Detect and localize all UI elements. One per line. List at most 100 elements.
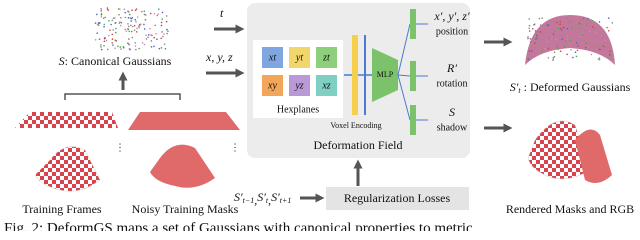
point bbox=[129, 48, 131, 51]
term-sep: , bbox=[268, 193, 271, 207]
training-frames-label: Training Frames bbox=[22, 202, 102, 216]
point bbox=[112, 44, 114, 46]
point bbox=[96, 23, 99, 26]
point bbox=[100, 13, 103, 15]
point bbox=[120, 16, 122, 19]
point bbox=[100, 10, 103, 12]
point bbox=[161, 18, 164, 20]
point bbox=[157, 13, 160, 15]
point bbox=[593, 27, 596, 30]
point bbox=[111, 33, 114, 36]
point bbox=[566, 38, 568, 41]
point bbox=[167, 30, 169, 33]
point bbox=[529, 40, 532, 43]
point bbox=[147, 34, 150, 36]
point bbox=[127, 10, 129, 13]
point bbox=[104, 36, 106, 39]
point bbox=[604, 39, 607, 42]
point bbox=[136, 16, 139, 18]
point bbox=[134, 45, 137, 47]
point bbox=[161, 11, 164, 14]
point bbox=[585, 42, 588, 44]
term-symbol: S′ bbox=[257, 190, 266, 204]
point bbox=[527, 37, 529, 40]
point bbox=[527, 58, 530, 60]
point bbox=[607, 29, 610, 32]
point bbox=[528, 27, 530, 30]
point bbox=[591, 25, 594, 28]
point bbox=[528, 30, 531, 32]
point bbox=[556, 46, 559, 49]
point bbox=[94, 38, 97, 41]
point bbox=[111, 38, 114, 40]
regularization-terms: S′t−1,S′t,S′t+1 bbox=[234, 190, 291, 207]
point bbox=[562, 26, 565, 29]
point bbox=[574, 51, 577, 54]
point bbox=[141, 42, 144, 44]
point bbox=[103, 23, 106, 26]
plane-label: xz bbox=[321, 80, 330, 91]
point bbox=[163, 33, 165, 35]
point bbox=[153, 12, 156, 15]
output-label: rotation bbox=[436, 78, 467, 89]
dots: ⋮ bbox=[230, 142, 240, 153]
point bbox=[557, 48, 560, 50]
point bbox=[115, 27, 117, 30]
point bbox=[143, 13, 146, 16]
output-symbol: R′ bbox=[446, 61, 457, 75]
point bbox=[120, 48, 122, 50]
point bbox=[552, 33, 555, 36]
mlp-label: MLP bbox=[377, 70, 394, 79]
point bbox=[566, 53, 568, 56]
point bbox=[546, 40, 549, 43]
voxel-encoding-label: Voxel Encoding bbox=[330, 121, 381, 130]
point bbox=[534, 32, 537, 34]
point bbox=[604, 46, 606, 48]
point bbox=[149, 12, 152, 15]
point bbox=[579, 19, 582, 22]
point bbox=[165, 20, 168, 23]
point bbox=[165, 15, 168, 17]
point bbox=[125, 30, 128, 32]
point bbox=[118, 8, 121, 10]
point bbox=[143, 28, 146, 30]
point bbox=[131, 25, 134, 28]
point bbox=[114, 47, 116, 49]
point bbox=[138, 25, 140, 28]
output-label: shadow bbox=[437, 122, 468, 133]
point bbox=[130, 24, 132, 27]
checker-cloth bbox=[34, 146, 101, 192]
point bbox=[536, 38, 538, 40]
point bbox=[568, 21, 571, 23]
point bbox=[94, 22, 97, 24]
rendered-mask bbox=[575, 129, 612, 184]
point bbox=[555, 38, 557, 41]
point bbox=[572, 56, 574, 59]
term-symbol: S′ bbox=[234, 190, 243, 204]
plane-label: xt bbox=[268, 52, 276, 63]
point bbox=[609, 54, 612, 57]
point bbox=[577, 44, 579, 47]
canonical-label: S: Canonical Gaussians bbox=[59, 54, 172, 68]
time-input: t bbox=[220, 6, 224, 20]
canonical-point-cloud bbox=[94, 7, 169, 51]
point bbox=[161, 31, 163, 33]
point bbox=[154, 24, 156, 27]
point bbox=[130, 17, 133, 20]
regularization-label: Regularization Losses bbox=[344, 191, 451, 205]
point bbox=[131, 36, 134, 39]
point bbox=[553, 55, 556, 58]
point bbox=[547, 24, 550, 26]
point bbox=[150, 34, 152, 36]
point bbox=[104, 16, 107, 19]
point bbox=[544, 47, 546, 50]
plane bbox=[262, 47, 283, 68]
point bbox=[134, 9, 137, 12]
point bbox=[102, 17, 105, 20]
plane bbox=[289, 75, 310, 96]
point bbox=[166, 28, 168, 31]
point bbox=[107, 34, 110, 37]
plane bbox=[316, 75, 337, 96]
output-bar bbox=[410, 105, 416, 135]
checker-plane bbox=[15, 112, 118, 128]
